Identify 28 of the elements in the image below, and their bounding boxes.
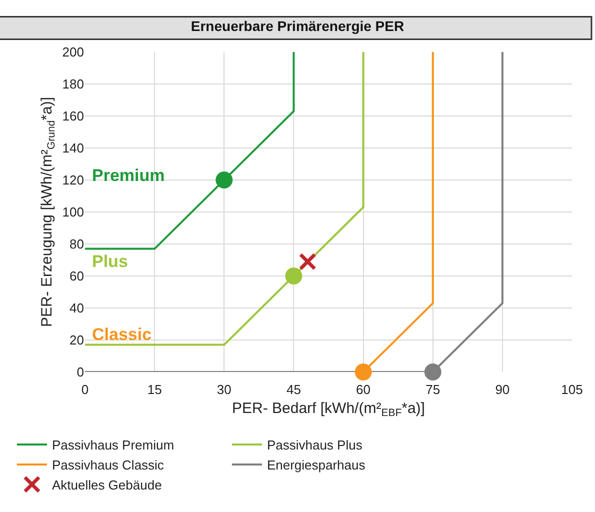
y-tick-label: 120 <box>62 172 84 188</box>
y-tick-label: 140 <box>62 140 84 156</box>
y-tick-label: 40 <box>70 300 84 316</box>
y-tick-label: 180 <box>62 76 84 92</box>
annotation: Plus <box>92 252 128 271</box>
x-axis-title: PER- Bedarf [kWh/(m²$_{EBF}$*a)] <box>232 400 425 420</box>
y-tick-label: 20 <box>70 332 84 348</box>
y-tick-label: 100 <box>62 204 84 220</box>
legend-label: Passivhaus Classic <box>52 458 164 473</box>
y-tick-label: 60 <box>70 268 84 284</box>
x-tick-label: 90 <box>495 382 510 397</box>
legend-label: Energiesparhaus <box>266 458 366 473</box>
annotation: Premium <box>92 166 165 185</box>
x-tick-label: 45 <box>286 382 301 397</box>
legend-label: Aktuelles Gebäude <box>52 477 162 492</box>
y-tick-label: 0 <box>76 364 84 380</box>
y-tick-label: 200 <box>62 44 84 60</box>
y-tick-label: 80 <box>70 236 84 252</box>
annotation: Classic <box>92 325 152 344</box>
x-tick-label: 15 <box>147 382 162 397</box>
x-tick-label: 75 <box>426 382 440 397</box>
chart-title: Erneuerbare Primärenergie PER <box>190 18 404 34</box>
x-tick-label: 30 <box>216 382 232 397</box>
y-tick-label: 160 <box>62 108 84 124</box>
x-tick-label: 105 <box>561 382 583 397</box>
legend-label: Passivhaus Premium <box>52 438 174 453</box>
legend-label: Passivhaus Plus <box>266 438 363 453</box>
x-tick-label: 60 <box>356 382 371 397</box>
